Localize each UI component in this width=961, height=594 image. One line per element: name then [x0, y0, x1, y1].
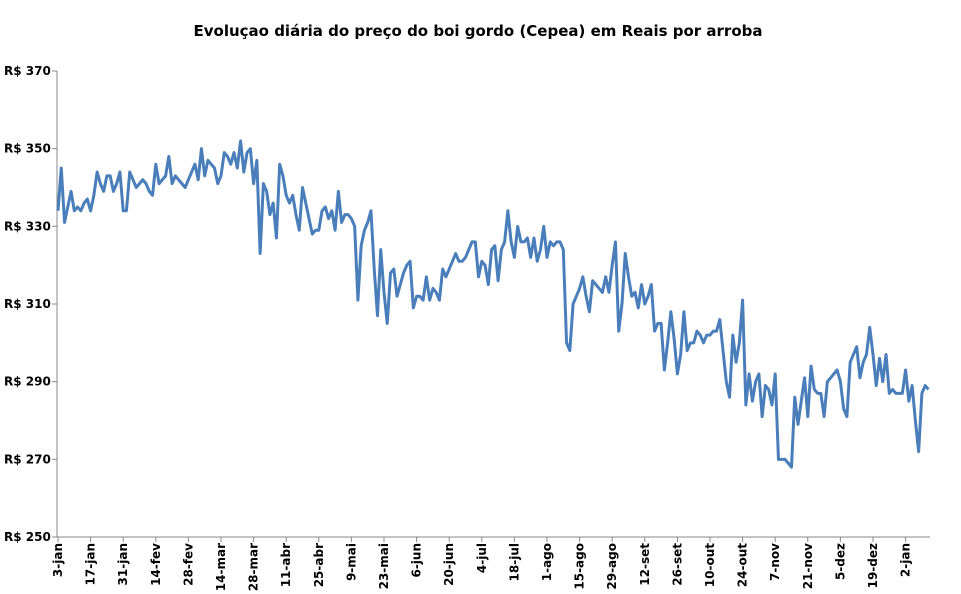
x-tick-label: 20-jun [442, 543, 456, 586]
x-tick-label: 6-jun [410, 543, 424, 578]
x-tick-label: 14-mar [214, 543, 228, 591]
y-tick-label: R$ 330 [4, 219, 51, 233]
y-tick-label: R$ 310 [4, 297, 51, 311]
y-tick-label: R$ 250 [4, 530, 51, 544]
x-tick-label: 3-jan [51, 543, 65, 577]
x-tick-label: 11-abr [279, 543, 293, 587]
x-tick-label: 2-jan [899, 543, 913, 577]
x-tick-label: 25-abr [312, 543, 326, 587]
x-tick-label: 19-dez [866, 543, 880, 588]
x-tick-label: 10-out [703, 543, 717, 587]
x-tick-label: 18-jul [507, 543, 521, 581]
x-tick-label: 7-nov [768, 543, 782, 581]
x-tick-label: 31-jan [116, 543, 130, 585]
x-tick-label: 28-mar [247, 543, 261, 591]
x-tick-label: 1-ago [540, 543, 554, 581]
x-tick-label: 4-jul [475, 543, 489, 573]
x-tick-label: 21-nov [801, 543, 815, 589]
y-tick-label: R$ 370 [4, 64, 51, 78]
y-tick-label: R$ 270 [4, 452, 51, 466]
x-tick-label: 29-ago [605, 543, 619, 590]
x-tick-label: 17-jan [84, 543, 98, 585]
x-tick-label: 26-set [670, 543, 684, 586]
x-tick-label: 5-dez [833, 543, 847, 580]
data-line [56, 139, 930, 469]
x-tick-label: 23-mai [377, 543, 391, 589]
x-tick-label: 9-mai [344, 543, 358, 581]
x-tick-label: 24-out [736, 543, 750, 587]
y-tick-label: R$ 290 [4, 375, 51, 389]
x-tick-label: 12-set [638, 543, 652, 586]
x-tick-label: 15-ago [573, 543, 587, 590]
chart-title: Evoluçao diária do preço do boi gordo (C… [194, 22, 763, 40]
x-tick-label: 28-fev [181, 543, 195, 586]
x-tick-label: 14-fev [149, 543, 163, 586]
y-tick-label: R$ 350 [4, 142, 51, 156]
